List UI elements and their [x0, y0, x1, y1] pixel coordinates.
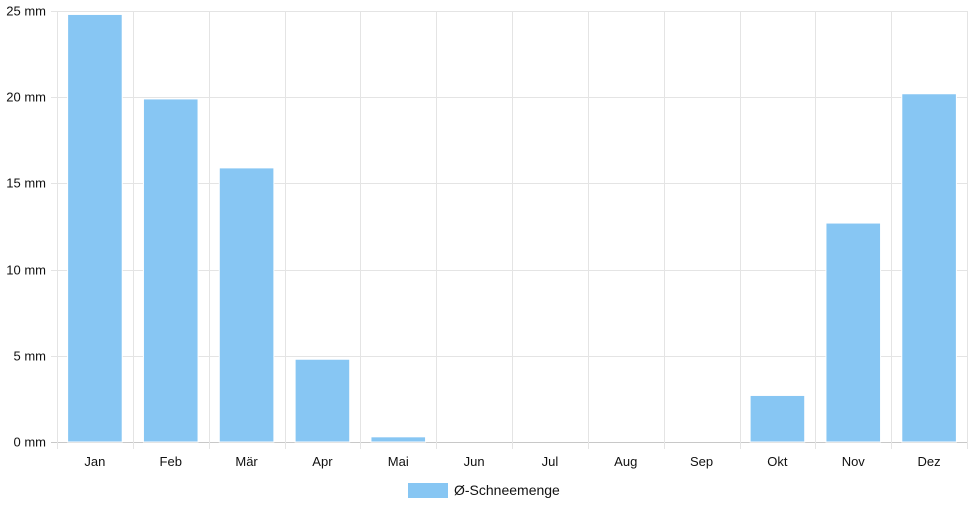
x-tick-label: Feb	[160, 454, 182, 469]
bar-okt[interactable]	[749, 394, 806, 443]
y-tick-label: 0 mm	[14, 435, 47, 450]
y-tick-label: 20 mm	[6, 90, 46, 105]
bars	[67, 13, 957, 443]
x-tick-label: Dez	[918, 454, 941, 469]
x-tick-label: Sep	[690, 454, 713, 469]
bar-jan[interactable]	[67, 13, 123, 443]
bar-nov[interactable]	[825, 222, 882, 443]
y-tick-label: 5 mm	[14, 349, 47, 364]
x-tick-label: Jun	[464, 454, 485, 469]
x-tick-label: Apr	[312, 454, 333, 469]
y-tick-label: 15 mm	[6, 176, 46, 191]
bar-dez[interactable]	[901, 93, 957, 443]
bar-apr[interactable]	[294, 358, 351, 443]
x-tick-label: Aug	[614, 454, 637, 469]
x-tick-label: Nov	[842, 454, 866, 469]
y-tick-label: 10 mm	[6, 263, 46, 278]
legend[interactable]: Ø-Schneemenge	[408, 482, 560, 498]
y-axis: 0 mm 5 mm 10 mm 15 mm 20 mm 25 mm	[6, 4, 46, 450]
x-tick-label: Mär	[235, 454, 258, 469]
x-tick-label: Jan	[84, 454, 105, 469]
x-axis: Jan Feb Mär Apr Mai Jun Jul Aug Sep Okt Nov Dez	[84, 454, 940, 469]
bar-mär[interactable]	[218, 167, 275, 443]
y-tick-label: 25 mm	[6, 4, 46, 19]
legend-swatch[interactable]	[408, 483, 448, 498]
bar-feb[interactable]	[142, 98, 199, 443]
bar-mai[interactable]	[370, 436, 427, 443]
x-tick-label: Okt	[767, 454, 788, 469]
x-tick-label: Mai	[388, 454, 409, 469]
grid-lines	[51, 11, 968, 449]
legend-label[interactable]: Ø-Schneemenge	[454, 482, 560, 498]
x-tick-label: Jul	[542, 454, 559, 469]
